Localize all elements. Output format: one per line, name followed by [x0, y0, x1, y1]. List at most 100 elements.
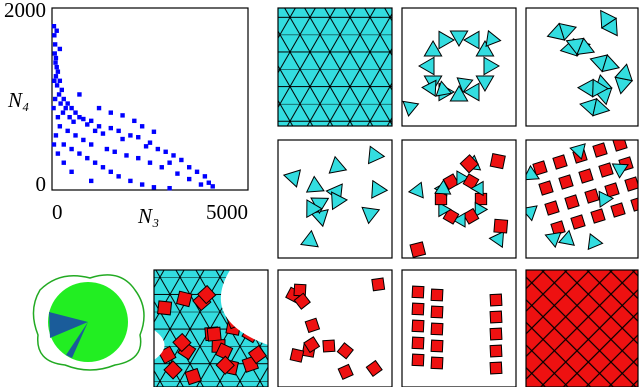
- tile: [303, 336, 321, 354]
- point: [89, 118, 94, 124]
- point: [59, 87, 64, 93]
- point: [56, 92, 62, 97]
- point: [61, 96, 66, 102]
- tile: [367, 145, 386, 165]
- point: [136, 135, 141, 140]
- tile: [592, 78, 609, 98]
- tile: [474, 201, 489, 218]
- tile: [430, 356, 444, 370]
- gap: [154, 270, 268, 360]
- panel: [278, 270, 392, 387]
- point: [92, 128, 98, 134]
- panel-bg: [526, 8, 638, 126]
- point: [55, 151, 61, 156]
- tile: [430, 305, 444, 319]
- tile: [336, 342, 354, 360]
- point: [116, 174, 121, 179]
- point: [58, 101, 63, 106]
- tile: [474, 192, 488, 206]
- tile: [206, 326, 222, 342]
- point: [81, 137, 86, 143]
- panel: [154, 270, 268, 387]
- tile: [587, 232, 604, 251]
- point: [187, 165, 192, 170]
- point: [187, 176, 192, 182]
- point: [55, 69, 61, 74]
- panel-frame: [401, 269, 517, 387]
- point: [52, 42, 58, 47]
- point: [89, 178, 94, 184]
- wedge: [66, 322, 88, 358]
- tile: [598, 162, 614, 178]
- tile: [483, 56, 501, 76]
- tile: [532, 160, 548, 176]
- point: [167, 185, 172, 191]
- tile: [430, 339, 444, 353]
- tile: [361, 206, 381, 225]
- tile: [409, 241, 427, 258]
- point: [54, 28, 59, 33]
- tile: [456, 170, 470, 186]
- x-tick-label: 5000: [206, 200, 248, 224]
- point: [57, 124, 63, 129]
- tile: [600, 9, 618, 29]
- point: [53, 55, 59, 61]
- point: [147, 160, 153, 165]
- point: [112, 149, 117, 154]
- point: [128, 133, 133, 138]
- point: [51, 24, 57, 29]
- outline: [32, 274, 145, 371]
- point: [57, 78, 63, 83]
- tile: [544, 200, 560, 216]
- tile: [411, 285, 425, 299]
- scatter-points: [51, 24, 215, 191]
- point: [116, 128, 121, 134]
- point: [52, 51, 57, 56]
- tile: [157, 300, 173, 316]
- point: [163, 149, 168, 154]
- tile: [402, 100, 420, 117]
- tile: [598, 190, 615, 208]
- point: [73, 133, 78, 138]
- tile: [604, 182, 620, 198]
- tile: [438, 30, 455, 50]
- point: [120, 113, 125, 118]
- tile: [423, 39, 443, 57]
- tile: [331, 191, 349, 211]
- panel-frame: [277, 7, 393, 127]
- panel-frame: [153, 269, 269, 387]
- tile: [449, 30, 469, 47]
- tile: [463, 82, 480, 102]
- tile: [411, 353, 425, 367]
- point: [120, 136, 125, 142]
- tile: [610, 202, 626, 218]
- tile: [435, 80, 453, 97]
- point: [53, 133, 59, 138]
- point: [92, 160, 98, 165]
- tile: [430, 322, 444, 336]
- point: [108, 110, 113, 115]
- point: [128, 178, 133, 184]
- inset: [32, 274, 145, 371]
- tile: [289, 348, 305, 363]
- point: [108, 125, 113, 131]
- panel: [278, 8, 392, 126]
- tile: [578, 168, 594, 184]
- point: [51, 105, 56, 111]
- tile: [411, 336, 425, 350]
- tile: [411, 319, 425, 333]
- point: [202, 174, 208, 179]
- point: [60, 110, 66, 115]
- point: [171, 153, 176, 158]
- point: [53, 60, 58, 65]
- tile: [569, 143, 586, 160]
- point: [55, 115, 61, 120]
- tile: [558, 174, 574, 190]
- tile: [411, 302, 425, 316]
- tile: [584, 188, 600, 204]
- tile: [459, 154, 479, 174]
- point: [147, 140, 153, 145]
- panel-frame: [277, 139, 393, 259]
- tile: [489, 361, 503, 375]
- tile: [172, 332, 192, 353]
